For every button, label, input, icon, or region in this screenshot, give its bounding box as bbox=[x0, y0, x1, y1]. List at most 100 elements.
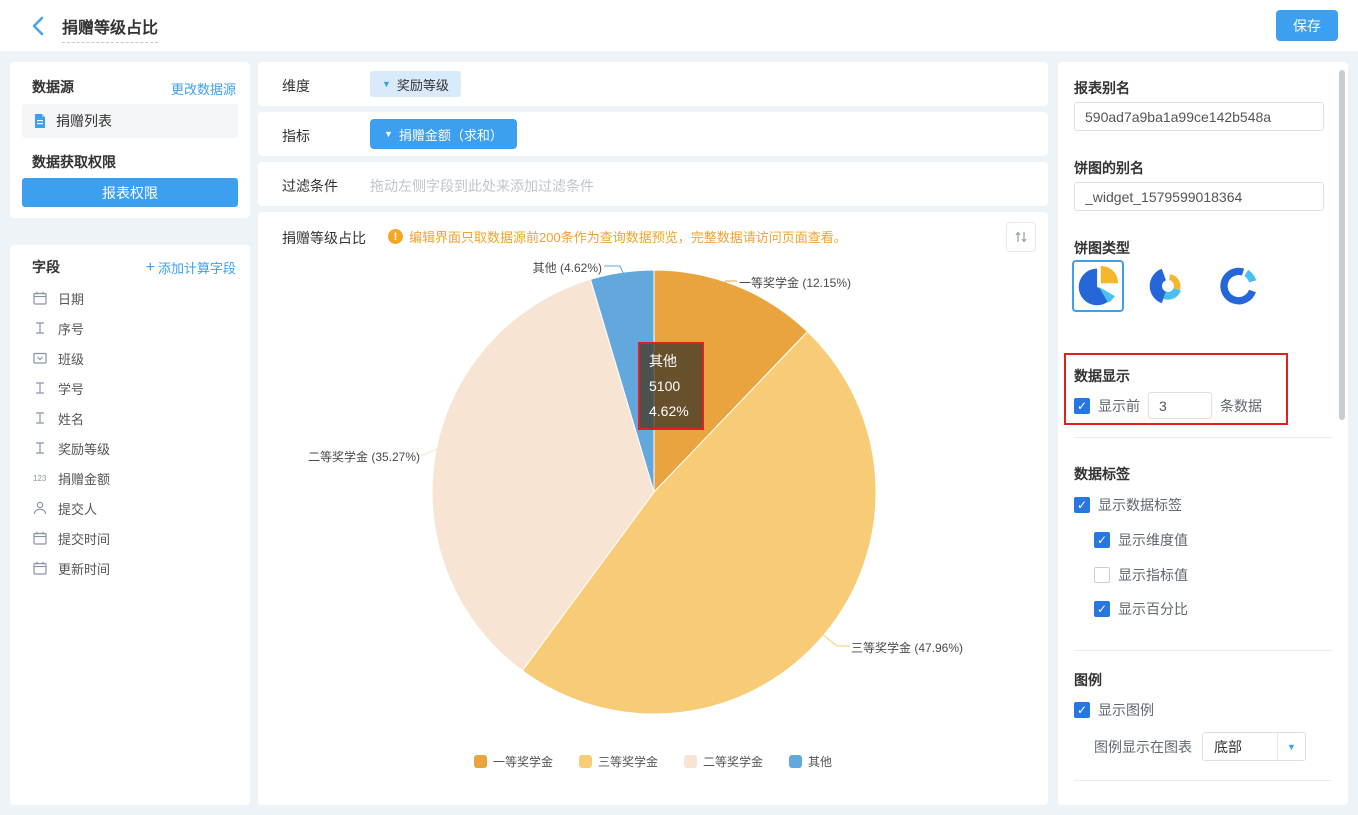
fields-title: 字段 bbox=[32, 259, 60, 275]
legend-item[interactable]: 一等奖学金 bbox=[473, 753, 553, 770]
data-labels-title: 数据标签 bbox=[1074, 466, 1130, 482]
legend-item[interactable]: 二等奖学金 bbox=[684, 753, 763, 770]
report-permission-button[interactable]: 报表权限 bbox=[22, 178, 238, 207]
topbar: 捐赠等级占比 保存 bbox=[0, 0, 1358, 52]
pie-slice-二等奖学金[interactable] bbox=[431, 278, 655, 672]
chart-legend: 一等奖学金 三等奖学金 二等奖学金 其他 bbox=[258, 753, 1048, 770]
legend-swatch bbox=[578, 755, 592, 768]
calendar-icon bbox=[32, 560, 48, 576]
metric-tag[interactable]: ▼ 捐赠金额（求和） bbox=[370, 119, 517, 149]
pie-label-first: 一等奖学金 (12.15%) bbox=[739, 276, 852, 290]
show-metric-checkbox[interactable] bbox=[1094, 567, 1110, 583]
warning-icon: ! bbox=[388, 229, 403, 244]
pie-label-second: 二等奖学金 (35.27%) bbox=[308, 450, 421, 464]
dimension-tag[interactable]: ▼ 奖励等级 bbox=[370, 71, 461, 97]
legend-position-select[interactable]: 底部 ▼ bbox=[1202, 732, 1306, 761]
sort-button[interactable] bbox=[1006, 222, 1036, 252]
filter-row[interactable]: 过滤条件 拖动左侧字段到此处来添加过滤条件 bbox=[258, 162, 1048, 206]
show-percent-checkbox[interactable] bbox=[1094, 601, 1110, 617]
pie-slice-一等奖学金[interactable] bbox=[653, 269, 809, 494]
datasource-item[interactable]: 捐赠列表 bbox=[22, 104, 238, 138]
metric-row: 指标 ▼ 捐赠金额（求和） bbox=[258, 112, 1048, 156]
chart-panel: 捐赠等级占比 ! 编辑界面只取数据源前200条作为查询数据预览，完整数据请访问页… bbox=[258, 212, 1048, 805]
chevron-down-icon: ▼ bbox=[1277, 733, 1305, 760]
show-legend-checkbox[interactable] bbox=[1074, 702, 1090, 718]
field-item-studentid[interactable]: 学号 bbox=[32, 373, 240, 403]
text-icon bbox=[32, 320, 48, 336]
scrollbar-thumb[interactable] bbox=[1339, 70, 1345, 420]
data-display-title: 数据显示 bbox=[1074, 368, 1130, 384]
datasource-name: 捐赠列表 bbox=[56, 113, 112, 129]
show-dimension-row: 显示维度值 bbox=[1094, 530, 1188, 550]
leader-line-first bbox=[712, 280, 737, 300]
field-list: 日期 序号 班级 学号 姓名 奖励等级 123 捐赠金额 提交人 bbox=[32, 283, 240, 583]
tooltip-value: 5100 bbox=[649, 378, 681, 394]
show-metric-row: 显示指标值 bbox=[1094, 565, 1188, 585]
legend-position-label: 图例显示在图表 bbox=[1094, 738, 1192, 755]
pie-alias-input[interactable] bbox=[1074, 182, 1324, 211]
chevron-down-icon: ▼ bbox=[382, 79, 391, 89]
chart-tooltip: 其他 5100 4.62% bbox=[638, 342, 704, 430]
report-alias-label: 报表别名 bbox=[1074, 80, 1130, 96]
legend-item[interactable]: 三等奖学金 bbox=[578, 753, 658, 770]
pie-slice-三等奖学金[interactable] bbox=[521, 330, 877, 715]
change-datasource-link[interactable]: 更改数据源 bbox=[170, 82, 236, 97]
dimension-row: 维度 ▼ 奖励等级 bbox=[258, 62, 1048, 106]
add-calc-field-link[interactable]: + 添加计算字段 bbox=[145, 258, 236, 277]
field-item-name[interactable]: 姓名 bbox=[32, 403, 240, 433]
show-data-labels-checkbox[interactable] bbox=[1074, 497, 1090, 513]
show-dimension-checkbox[interactable] bbox=[1094, 532, 1110, 548]
field-item-submit-time[interactable]: 提交时间 bbox=[32, 523, 240, 553]
document-icon bbox=[32, 113, 48, 129]
back-icon[interactable] bbox=[26, 13, 52, 39]
number-icon: 123 bbox=[32, 470, 48, 486]
svg-text:123: 123 bbox=[33, 474, 47, 483]
select-icon bbox=[32, 350, 48, 366]
divider bbox=[1074, 437, 1332, 438]
field-item-donation-amount[interactable]: 123 捐赠金额 bbox=[32, 470, 111, 487]
text-icon bbox=[32, 380, 48, 396]
pie-label-other: 其他 (4.62%) bbox=[532, 261, 602, 275]
settings-panel: 报表别名 饼图的别名 饼图类型 数据显示 bbox=[1058, 62, 1348, 805]
field-item-submitter[interactable]: 提交人 bbox=[32, 493, 240, 523]
permission-title: 数据获取权限 bbox=[32, 154, 116, 170]
report-alias-input[interactable] bbox=[1074, 102, 1324, 131]
count-input[interactable] bbox=[1148, 392, 1212, 419]
sort-icon bbox=[1015, 231, 1027, 243]
legend-item[interactable]: 其他 bbox=[789, 753, 832, 770]
dimension-label: 维度 bbox=[282, 78, 310, 94]
field-item-award-level[interactable]: 奖励等级 bbox=[32, 433, 240, 463]
field-item-serial[interactable]: 序号 bbox=[32, 313, 240, 343]
field-item-class[interactable]: 班级 bbox=[32, 343, 240, 373]
field-item-date[interactable]: 日期 bbox=[32, 283, 240, 313]
show-first-row: 显示前 条数据 bbox=[1074, 392, 1262, 419]
pie-slice-其他[interactable] bbox=[589, 269, 655, 493]
legend-title: 图例 bbox=[1074, 672, 1102, 688]
leader-line-other bbox=[604, 265, 629, 285]
pie-alias-label: 饼图的别名 bbox=[1074, 160, 1144, 176]
text-icon bbox=[32, 410, 48, 426]
text-icon bbox=[32, 440, 48, 456]
legend-swatch bbox=[684, 755, 697, 768]
filter-label: 过滤条件 bbox=[282, 178, 338, 194]
pie-type-rose-icon[interactable] bbox=[1142, 260, 1194, 312]
metric-label: 指标 bbox=[282, 128, 310, 144]
show-first-checkbox[interactable] bbox=[1074, 397, 1090, 414]
datasource-panel: 数据源 更改数据源 捐赠列表 数据获取权限 报表权限 bbox=[10, 62, 250, 218]
legend-swatch bbox=[789, 755, 803, 768]
save-button[interactable]: 保存 bbox=[1276, 10, 1338, 41]
divider bbox=[1074, 650, 1332, 651]
field-item-update-time[interactable]: 更新时间 bbox=[32, 553, 240, 583]
show-percent-row: 显示百分比 bbox=[1094, 599, 1188, 619]
show-legend-row: 显示图例 bbox=[1074, 700, 1154, 720]
legend-position-row: 图例显示在图表 底部 ▼ bbox=[1094, 732, 1306, 761]
chevron-down-icon: ▼ bbox=[384, 129, 393, 139]
calendar-icon bbox=[32, 290, 48, 306]
datasource-title: 数据源 bbox=[32, 79, 74, 95]
pie-chart bbox=[408, 265, 877, 715]
page-title: 捐赠等级占比 bbox=[62, 14, 159, 43]
plus-icon: + bbox=[145, 258, 155, 276]
pie-type-ring-icon[interactable] bbox=[1212, 260, 1264, 312]
pie-type-standard-icon[interactable] bbox=[1072, 260, 1124, 312]
fields-panel: 字段 + 添加计算字段 日期 序号 班级 学号 姓名 奖励等级 12 bbox=[10, 245, 250, 805]
